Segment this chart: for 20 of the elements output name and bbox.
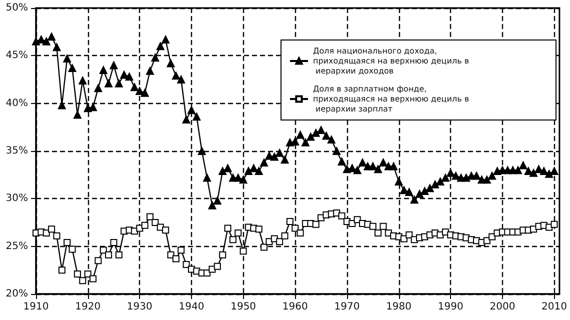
x-tick-label: 1970 [334, 302, 360, 312]
x-tick-label: 2000 [490, 302, 516, 312]
x-tick-label: 1920 [75, 302, 101, 312]
x-tick-label: 1940 [178, 302, 204, 312]
x-tick-label: 1990 [438, 302, 464, 312]
x-tick-label: 1950 [230, 302, 256, 312]
legend-label: Доля в зарплатном фонде, приходящаяся на верхнюю дециль в иерархии зарплат [313, 84, 470, 114]
x-tick-label: 1930 [126, 302, 152, 312]
y-tick-label: 45% [6, 50, 28, 62]
y-tick-label: 35% [6, 146, 28, 156]
x-tick-label: 1960 [282, 302, 308, 312]
legend-label: Доля национального дохода, приходящаяся на верхнюю дециль в иерархии доходов [313, 46, 470, 76]
y-tick-label: 25% [6, 240, 28, 252]
x-tick-label: 1910 [23, 302, 49, 312]
x-tick-label: 2010 [542, 302, 567, 312]
y-tick-label: 20% [6, 288, 28, 300]
x-tick-label: 1980 [386, 302, 412, 312]
y-tick-label: 30% [6, 193, 28, 204]
y-tick-label: 40% [6, 98, 28, 109]
y-tick-label: 50% [6, 2, 28, 14]
